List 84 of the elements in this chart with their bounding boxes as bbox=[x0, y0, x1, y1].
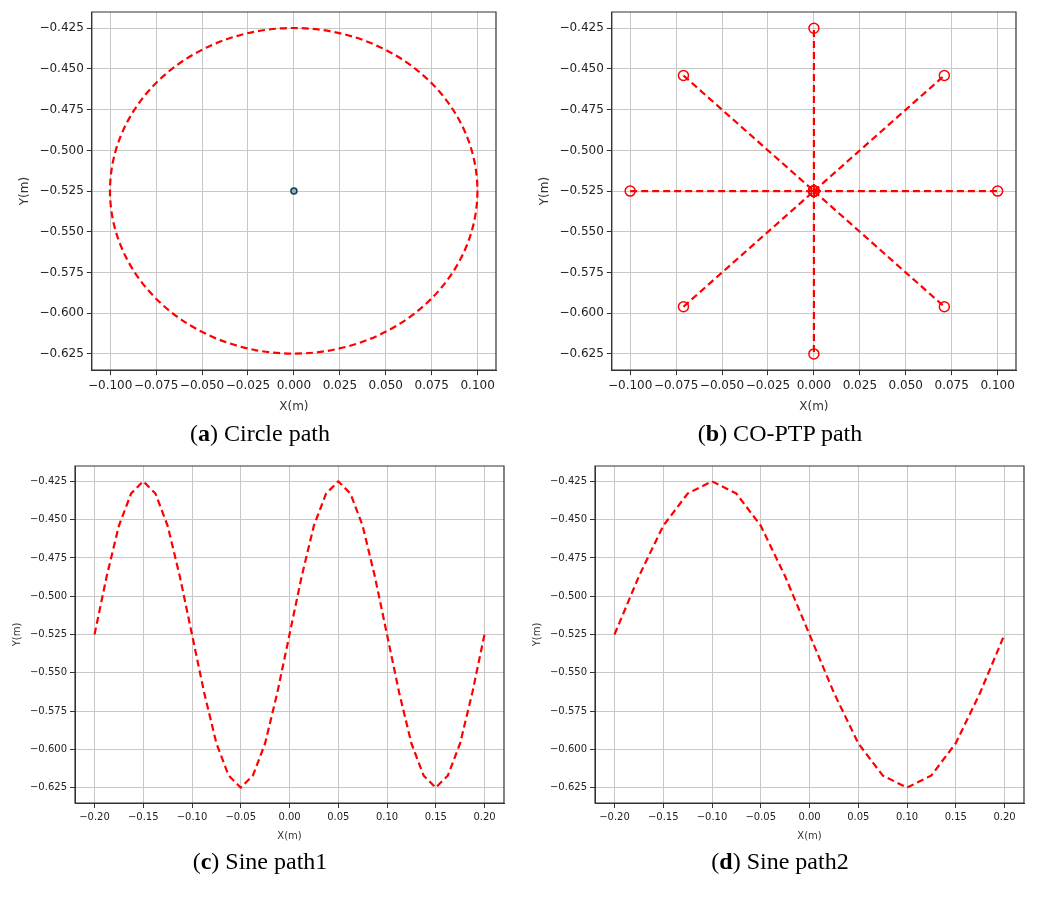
y-tick-label: −0.450 bbox=[39, 61, 84, 76]
x-tick-label: −0.05 bbox=[224, 810, 256, 822]
y-tick-label: −0.600 bbox=[29, 742, 67, 754]
x-tick-label: 0.075 bbox=[414, 377, 449, 392]
text: (d) Sine path2 bbox=[711, 847, 849, 876]
y-tick-label: −0.575 bbox=[559, 264, 604, 279]
y-tick-label: −0.475 bbox=[549, 551, 587, 563]
x-tick-label: 0.025 bbox=[322, 377, 358, 392]
text: (b) CO-PTP path bbox=[697, 419, 863, 448]
text: (a) Circle path bbox=[190, 419, 330, 448]
x-tick-label: 0.15 bbox=[944, 810, 967, 822]
y-axis-title: Y(m) bbox=[537, 176, 552, 207]
x-tick-label: −0.100 bbox=[87, 377, 133, 392]
y-tick-label: −0.525 bbox=[29, 628, 67, 640]
y-tick-label: −0.550 bbox=[559, 223, 604, 238]
x-tick-label: 0.100 bbox=[460, 377, 495, 392]
y-tick-label: −0.425 bbox=[549, 474, 587, 486]
x-tick-label: 0.050 bbox=[888, 377, 923, 392]
x-tick-label: −0.20 bbox=[78, 810, 110, 822]
x-tick-label: 0.15 bbox=[424, 810, 447, 822]
y-tick-label: −0.550 bbox=[39, 223, 84, 238]
y-tick-label: −0.575 bbox=[29, 704, 67, 716]
x-tick-label: 0.00 bbox=[797, 810, 821, 822]
x-tick-label: 0.10 bbox=[895, 810, 918, 822]
y-tick-label: −0.500 bbox=[559, 142, 604, 157]
x-tick-label: 0.20 bbox=[472, 810, 496, 822]
y-tick-label: −0.525 bbox=[549, 628, 587, 640]
x-tick-label: −0.025 bbox=[225, 377, 271, 392]
y-tick-label: −0.450 bbox=[29, 513, 67, 525]
x-tick-label: −0.050 bbox=[699, 377, 745, 392]
x-tick-label: −0.075 bbox=[653, 377, 699, 392]
y-tick-label: −0.625 bbox=[549, 781, 587, 793]
x-tick-label: 0.000 bbox=[796, 377, 832, 392]
x-tick-label: −0.10 bbox=[176, 810, 207, 822]
x-tick-label: 0.050 bbox=[368, 377, 403, 392]
x-tick-label: −0.20 bbox=[598, 810, 630, 822]
y-tick-label: −0.550 bbox=[549, 666, 587, 678]
x-tick-label: 0.05 bbox=[846, 810, 869, 822]
y-tick-label: −0.600 bbox=[549, 742, 587, 754]
x-tick-label: 0.05 bbox=[326, 810, 349, 822]
y-tick-label: −0.525 bbox=[559, 183, 604, 198]
y-tick-label: −0.500 bbox=[29, 589, 67, 601]
text: (c) Sine path1 bbox=[192, 847, 328, 876]
x-tick-label: 0.025 bbox=[842, 377, 878, 392]
x-tick-label: −0.15 bbox=[647, 810, 679, 822]
y-tick-label: −0.500 bbox=[39, 142, 84, 157]
x-tick-label: 0.100 bbox=[980, 377, 1015, 392]
y-tick-label: −0.625 bbox=[559, 346, 604, 361]
y-tick-label: −0.475 bbox=[559, 101, 604, 116]
x-tick-label: 0.075 bbox=[934, 377, 969, 392]
y-tick-label: −0.500 bbox=[549, 589, 587, 601]
y-axis-title: Y(m) bbox=[17, 176, 32, 207]
x-axis-title: X(m) bbox=[276, 829, 302, 841]
y-tick-label: −0.450 bbox=[559, 61, 604, 76]
y-tick-label: −0.425 bbox=[29, 474, 67, 486]
y-tick-label: −0.600 bbox=[39, 305, 84, 320]
x-tick-label: −0.050 bbox=[179, 377, 225, 392]
y-tick-label: −0.475 bbox=[29, 551, 67, 563]
x-axis-title: X(m) bbox=[799, 398, 829, 413]
y-tick-label: −0.475 bbox=[39, 101, 84, 116]
x-tick-label: 0.000 bbox=[276, 377, 312, 392]
x-tick-label: −0.075 bbox=[133, 377, 179, 392]
y-tick-label: −0.525 bbox=[39, 183, 84, 198]
x-tick-label: −0.15 bbox=[127, 810, 159, 822]
y-axis-title: Y(m) bbox=[10, 622, 22, 648]
x-axis-title: X(m) bbox=[796, 829, 822, 841]
x-tick-label: 0.10 bbox=[375, 810, 398, 822]
x-tick-label: −0.025 bbox=[745, 377, 791, 392]
x-tick-label: 0.20 bbox=[992, 810, 1016, 822]
y-tick-label: −0.425 bbox=[39, 20, 84, 35]
y-axis-title: Y(m) bbox=[530, 622, 542, 648]
x-tick-label: −0.10 bbox=[696, 810, 727, 822]
x-axis-title: X(m) bbox=[279, 398, 309, 413]
y-tick-label: −0.425 bbox=[559, 20, 604, 35]
x-tick-label: 0.00 bbox=[277, 810, 301, 822]
y-tick-label: −0.575 bbox=[549, 704, 587, 716]
y-tick-label: −0.450 bbox=[549, 513, 587, 525]
y-tick-label: −0.550 bbox=[29, 666, 67, 678]
x-tick-label: −0.100 bbox=[607, 377, 653, 392]
y-tick-label: −0.625 bbox=[29, 781, 67, 793]
x-tick-label: −0.05 bbox=[744, 810, 776, 822]
y-tick-label: −0.625 bbox=[39, 346, 84, 361]
y-tick-label: −0.600 bbox=[559, 305, 604, 320]
y-tick-label: −0.575 bbox=[39, 264, 84, 279]
